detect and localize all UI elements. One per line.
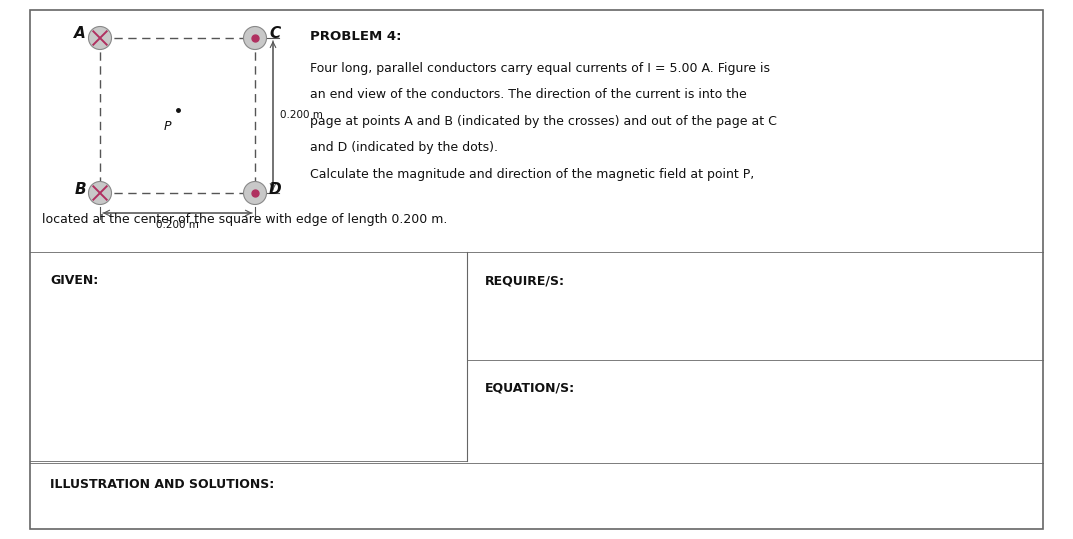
Text: page at points A and B (indicated by the crosses) and out of the page at C: page at points A and B (indicated by the…: [310, 115, 777, 128]
Text: EQUATION/S:: EQUATION/S:: [485, 382, 575, 395]
Circle shape: [244, 182, 266, 204]
Text: D: D: [269, 182, 281, 197]
Text: ILLUSTRATION AND SOLUTIONS:: ILLUSTRATION AND SOLUTIONS:: [50, 478, 275, 491]
Text: Calculate the magnitude and direction of the magnetic field at point P,: Calculate the magnitude and direction of…: [310, 168, 754, 181]
Circle shape: [88, 26, 112, 50]
Text: Four long, parallel conductors carry equal currents of I = 5.00 A. Figure is: Four long, parallel conductors carry equ…: [310, 62, 770, 75]
Text: REQUIRE/S:: REQUIRE/S:: [485, 274, 564, 287]
Text: C: C: [269, 26, 280, 42]
Circle shape: [244, 26, 266, 50]
Text: located at the center of the square with edge of length 0.200 m.: located at the center of the square with…: [42, 213, 447, 226]
Text: an end view of the conductors. The direction of the current is into the: an end view of the conductors. The direc…: [310, 88, 747, 101]
Text: PROBLEM 4:: PROBLEM 4:: [310, 30, 401, 43]
Text: 0.200 m: 0.200 m: [156, 220, 199, 230]
Text: A: A: [74, 26, 86, 42]
Circle shape: [88, 182, 112, 204]
Text: 0.200 m: 0.200 m: [280, 110, 323, 121]
Text: GIVEN:: GIVEN:: [50, 274, 99, 287]
Text: P: P: [164, 121, 172, 134]
Text: B: B: [74, 182, 86, 197]
Text: and D (indicated by the dots).: and D (indicated by the dots).: [310, 142, 498, 155]
